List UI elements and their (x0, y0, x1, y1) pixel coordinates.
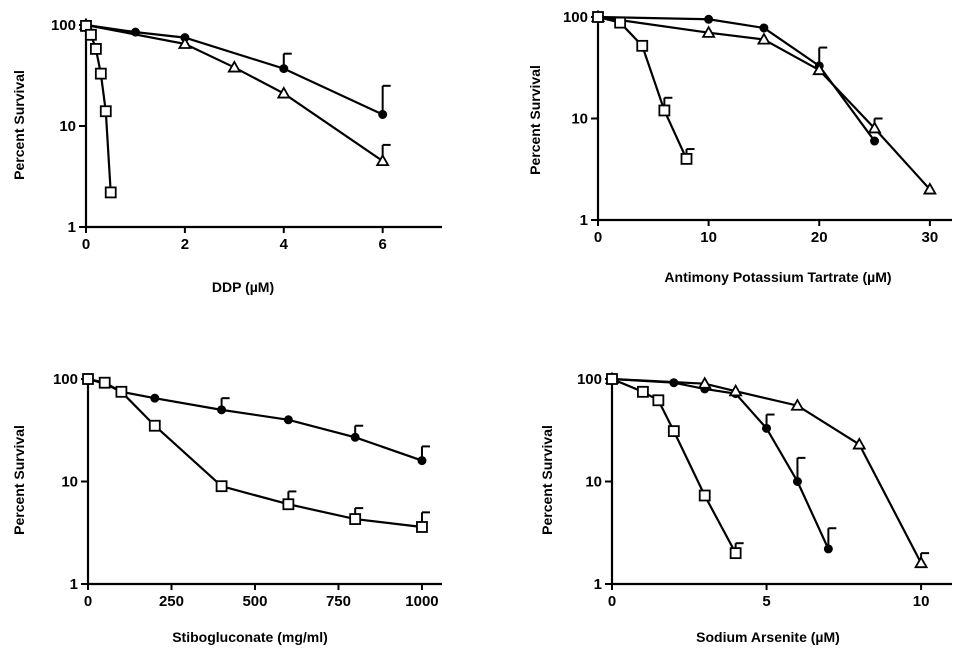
panel-ddp: DDP (µM) Percent Survival 1 10 100 0 2 4 6 (11, 17, 442, 295)
x-tick-label: 500 (242, 593, 267, 610)
y-axis-label: Percent Survival (539, 425, 555, 535)
data-point-circle (350, 432, 360, 442)
x-tick-label: 250 (159, 593, 184, 610)
series-line-square (87, 377, 423, 529)
data-point-square (637, 385, 649, 398)
panel-antimony: Antimony Potassium Tartrate (µM) Percent… (527, 9, 952, 285)
y-tick-label: 10 (59, 118, 76, 135)
data-point-square (729, 547, 742, 560)
data-point-square (85, 28, 97, 41)
y-tick-label: 1 (70, 576, 78, 593)
data-point-triangle (177, 36, 192, 49)
x-axis-label: Antimony Potassium Tartrate (µM) (664, 269, 891, 285)
data-point-square (416, 521, 428, 533)
data-point-square (592, 11, 604, 23)
series-line-triangle (597, 15, 931, 191)
data-point-triangle (812, 62, 827, 76)
data-point-square (349, 513, 362, 525)
x-tick-label: 30 (922, 229, 939, 246)
series-line-triangle (611, 377, 923, 564)
data-point-triangle (922, 182, 937, 195)
x-tick-label: 10 (700, 229, 717, 246)
data-point-triangle (867, 121, 882, 134)
x-tick-label: 750 (326, 593, 351, 610)
y-axis-label: Percent Survival (527, 65, 543, 175)
data-point-circle (823, 544, 833, 554)
y-tick-label: 100 (577, 371, 602, 388)
data-point-square (698, 489, 711, 502)
data-point-square (89, 42, 102, 55)
y-tick-label: 10 (571, 111, 588, 128)
data-point-square (82, 373, 94, 385)
y-tick-label: 1 (68, 219, 76, 236)
y-tick-label: 100 (53, 371, 78, 388)
x-tick-label: 20 (811, 229, 828, 246)
x-axis-label: Sodium Arsenite (µM) (696, 629, 840, 645)
data-point-square (282, 498, 295, 511)
x-tick-label: 0 (82, 236, 90, 253)
data-point-triangle (852, 437, 867, 450)
data-point-triangle (701, 25, 716, 38)
data-point-square (614, 16, 627, 29)
data-point-circle (217, 405, 227, 415)
data-point-square (658, 104, 671, 117)
data-point-triangle (914, 555, 929, 569)
data-point-circle (417, 456, 427, 466)
data-point-circle (378, 109, 388, 119)
data-point-square (104, 186, 117, 199)
data-point-square (215, 480, 228, 493)
data-point-circle (283, 415, 293, 425)
data-point-triangle (756, 32, 771, 45)
series-line-square (611, 377, 737, 554)
y-tick-label: 10 (61, 474, 78, 491)
data-point-square (98, 376, 111, 389)
data-point-square (667, 425, 680, 438)
x-tick-label: 10 (913, 593, 930, 610)
x-tick-label: 1000 (405, 593, 438, 610)
x-axis-label: Stibogluconate (mg/ml) (172, 629, 328, 645)
data-point-square (94, 67, 107, 80)
x-tick-label: 0 (594, 229, 602, 246)
data-point-circle (762, 423, 772, 433)
data-point-square (680, 152, 693, 165)
x-tick-label: 0 (84, 593, 92, 610)
data-point-circle (870, 136, 880, 146)
panel-stibogluconate: Stibogluconate (mg/ml) Percent Survival … (11, 371, 442, 645)
y-tick-label: 100 (563, 9, 588, 26)
data-point-square (636, 39, 649, 52)
x-tick-label: 4 (280, 236, 289, 253)
y-axis-label: Percent Survival (11, 70, 27, 180)
data-point-square (652, 394, 665, 407)
data-point-square (606, 373, 618, 385)
data-point-square (115, 385, 128, 398)
x-tick-label: 6 (378, 236, 386, 253)
data-point-triangle (375, 153, 390, 167)
x-axis-label: DDP (µM) (212, 279, 274, 295)
data-point-square (148, 419, 161, 432)
x-tick-label: 2 (181, 236, 189, 253)
panel-arsenite: Sodium Arsenite (µM) Percent Survival 1 1… (539, 371, 952, 645)
data-point-triangle (728, 383, 743, 397)
x-tick-label: 0 (608, 593, 616, 610)
y-tick-label: 10 (585, 474, 602, 491)
y-tick-label: 1 (594, 576, 602, 593)
series-line-square (597, 15, 688, 160)
y-tick-label: 100 (51, 17, 76, 34)
data-point-circle (792, 477, 802, 486)
x-tick-label: 5 (762, 593, 770, 610)
data-point-triangle (227, 60, 242, 73)
data-point-circle (150, 393, 160, 403)
data-point-circle (759, 23, 769, 33)
y-axis-label: Percent Survival (11, 425, 27, 535)
data-point-triangle (697, 376, 712, 389)
series-line-circle (87, 377, 423, 462)
y-tick-label: 1 (580, 212, 588, 229)
data-point-triangle (276, 86, 291, 99)
data-point-circle (704, 14, 714, 24)
data-point-square (99, 105, 112, 118)
data-point-circle (279, 64, 289, 74)
data-point-triangle (790, 398, 805, 411)
